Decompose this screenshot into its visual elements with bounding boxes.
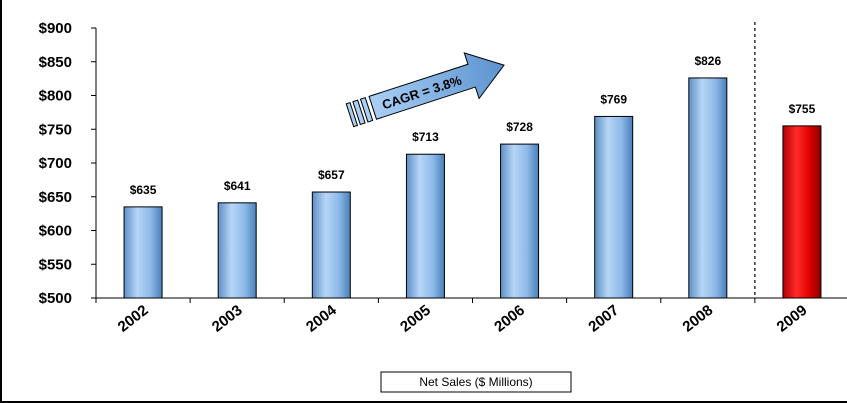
x-tick-label: 2002 — [115, 302, 152, 336]
x-tick-label: 2007 — [585, 302, 622, 336]
bar-value-label: $728 — [506, 120, 533, 134]
x-axis-ticks: 2002 2003 2004 2005 2006 2007 2008 2009 — [95, 298, 811, 336]
bar-value-labels: $635 $641 $657 $713 $728 $769 $826 $755 — [130, 54, 816, 197]
legend-label: Net Sales ($ Millions) — [419, 375, 532, 389]
legend-box: Net Sales ($ Millions) — [380, 371, 572, 393]
bar-2004 — [311, 191, 351, 299]
x-tick-label: 2004 — [303, 301, 340, 335]
bar-value-label: $635 — [130, 183, 157, 197]
bar-value-label: $657 — [318, 168, 345, 182]
bar-2008 — [688, 77, 728, 299]
bar-value-label: $641 — [224, 179, 251, 193]
bar-2009 — [782, 125, 822, 299]
y-tick-label: $700 — [39, 155, 72, 172]
x-tick-label: 2008 — [680, 302, 717, 336]
y-tick-label: $500 — [39, 290, 72, 307]
bar-2006 — [500, 143, 540, 299]
arrow-tail-stripe-1 — [345, 101, 359, 128]
arrow-tail-stripe-3 — [359, 96, 374, 123]
cagr-arrow-annotation: CAGR = 3.8% — [345, 52, 505, 128]
bars — [123, 77, 822, 299]
legend-frame — [380, 371, 572, 393]
bar-2003 — [217, 202, 257, 299]
arrow-body — [368, 52, 505, 120]
x-tick-label: 2005 — [397, 302, 434, 336]
x-tick-label: 2006 — [491, 302, 528, 336]
y-tick-label: $750 — [39, 121, 72, 138]
bar-2005 — [405, 153, 445, 299]
y-tick-label: $600 — [39, 223, 72, 240]
bar-value-label: $769 — [600, 92, 627, 106]
y-tick-label: $550 — [39, 256, 72, 273]
bar-2002 — [123, 206, 163, 299]
x-tick-label: 2009 — [774, 302, 811, 336]
bar-value-label: $713 — [412, 130, 439, 144]
y-tick-label: $800 — [39, 88, 72, 105]
x-tick-label: 2003 — [209, 302, 246, 336]
y-axis-ticks: $500 $550 $600 $650 $700 $750 $800 $850 $900 — [39, 20, 96, 307]
y-tick-label: $650 — [39, 189, 72, 206]
y-tick-label: $900 — [39, 20, 72, 37]
y-tick-label: $850 — [39, 54, 72, 71]
bar-value-label: $826 — [694, 54, 721, 68]
bar-value-label: $755 — [789, 102, 816, 116]
bar-2007 — [594, 115, 634, 299]
arrow-tail-stripe-2 — [352, 99, 366, 126]
